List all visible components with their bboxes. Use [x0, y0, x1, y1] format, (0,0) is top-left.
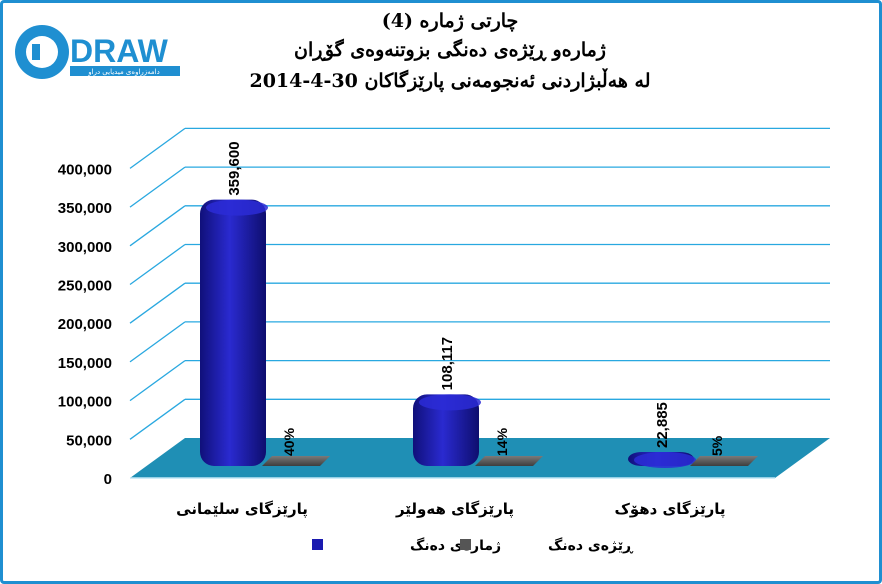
category-label: پارێزگای دهۆک — [614, 500, 725, 519]
y-tick-label: 150,000 — [58, 355, 112, 372]
gridline-diagonal — [129, 282, 186, 324]
gridline-diagonal — [129, 360, 186, 402]
gridline-diagonal — [129, 127, 186, 169]
gridline-diagonal — [129, 205, 186, 247]
gridline-diagonal — [129, 321, 186, 363]
data-label-vote-percent: 40% — [281, 427, 297, 456]
bar-vote-count — [413, 394, 479, 466]
bar-top-cap — [419, 394, 481, 411]
data-label-vote-count: 359,600 — [226, 141, 243, 195]
y-tick-label: 0 — [104, 471, 112, 488]
y-tick-label: 300,000 — [58, 239, 112, 256]
category-label: پارێزگای سلێمانی — [176, 500, 308, 519]
chart-floor — [130, 438, 830, 478]
data-label-vote-count: 108,117 — [439, 337, 456, 390]
logo-tagline: دامەزراوەی میدیایی دراو — [87, 68, 159, 76]
y-tick-label: 350,000 — [58, 200, 112, 217]
draw-logo: DRAW دامەزراوەی میدیایی دراو — [15, 25, 180, 79]
gridline-diagonal — [129, 166, 186, 208]
data-label-vote-percent: 5% — [709, 435, 725, 456]
legend-label-vote-count: ژمارەی دەنگ — [410, 537, 501, 554]
chart-title-line-2: ژمارەو ڕێژەی دەنگی بزوتنەوەی گۆڕان — [294, 39, 606, 61]
y-tick-label: 200,000 — [58, 316, 112, 333]
gridline-diagonal — [129, 243, 186, 286]
chart-title-line-1: چارتی ژمارە (4) — [381, 10, 519, 32]
bar-vote-percent — [475, 456, 543, 466]
y-tick-label: 50,000 — [66, 432, 112, 449]
legend-label-vote-percent: ڕێژەی دەنگ — [548, 537, 634, 554]
legend-swatch-vote-percent — [460, 539, 471, 550]
bar-top-cap — [634, 452, 696, 468]
logo-tagline-band — [70, 66, 180, 76]
data-label-vote-percent: 14% — [494, 427, 510, 456]
logo-wordmark: DRAW — [70, 33, 169, 69]
data-label-vote-count: 22,885 — [654, 402, 671, 448]
chart-title-line-3: لە هەڵبژاردنی ئەنجومەنی پارێزگاکان 30-4-… — [249, 70, 651, 92]
logo-bar — [32, 44, 40, 60]
bar-vote-count — [200, 199, 266, 466]
bar-vote-percent — [690, 456, 758, 466]
bar-top-cap — [206, 199, 268, 216]
bar-vote-percent — [262, 456, 330, 466]
category-label: پارێزگای هەولێر — [395, 500, 514, 519]
legend-swatch-vote-count — [312, 539, 323, 550]
y-tick-label: 250,000 — [58, 278, 112, 295]
gridline-diagonal — [129, 398, 186, 440]
y-tick-label: 100,000 — [58, 394, 112, 411]
y-tick-label: 400,000 — [58, 161, 112, 178]
